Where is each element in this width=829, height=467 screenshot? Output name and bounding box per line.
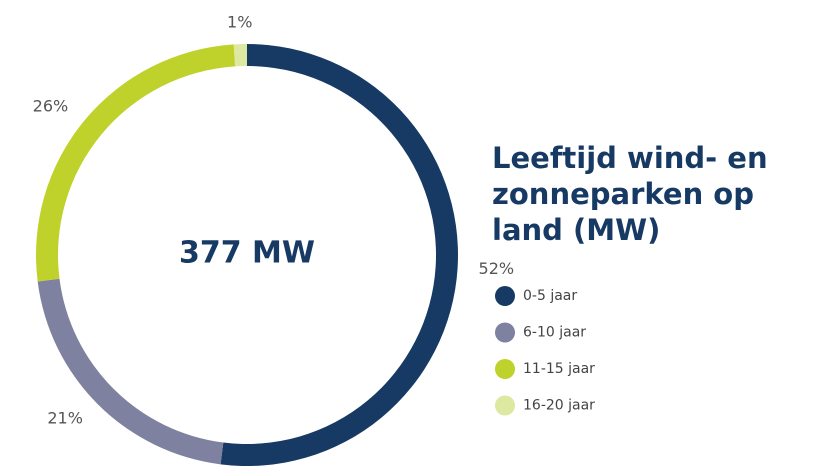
legend-label: 0-5 jaar (523, 288, 577, 304)
center-label: 377 MW (179, 236, 315, 271)
legend-marker (495, 322, 515, 343)
donut-segment (37, 278, 224, 465)
donut-segment (233, 44, 247, 67)
legend-label: 16-20 jaar (523, 398, 595, 414)
chart-title: Leeftijd wind- en zonneparken op land (M… (492, 141, 768, 247)
legend-label: 6-10 jaar (523, 325, 586, 341)
legend-marker (495, 395, 515, 416)
data-label: 26% (33, 97, 69, 116)
data-label: 52% (479, 259, 515, 278)
legend-marker (495, 286, 515, 306)
donut-segment (35, 44, 236, 282)
data-label: 1% (227, 13, 252, 32)
data-label: 21% (47, 409, 83, 428)
legend-label: 11-15 jaar (523, 361, 595, 377)
legend-marker (495, 359, 515, 379)
